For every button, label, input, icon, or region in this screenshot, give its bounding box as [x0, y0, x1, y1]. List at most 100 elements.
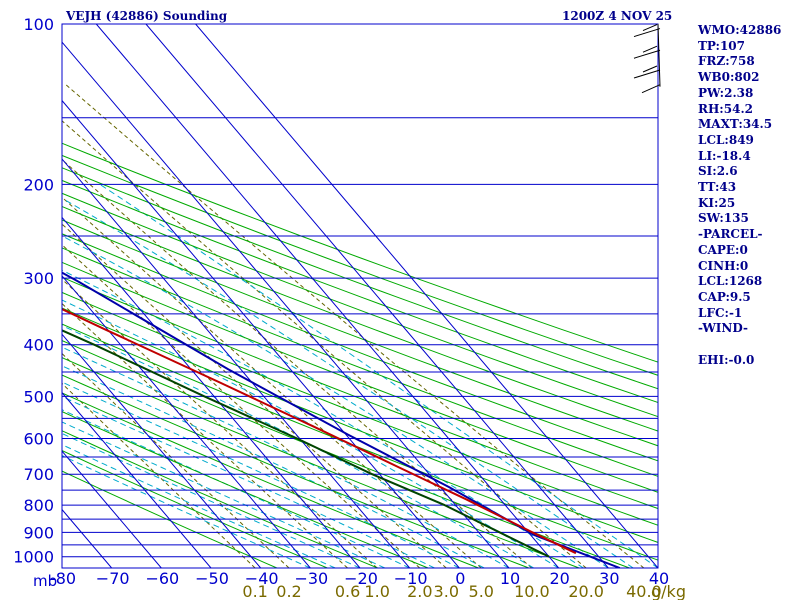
isotherm-line [95, 24, 560, 568]
dry-adiabat-line [62, 167, 658, 390]
wind-barb-feather [642, 45, 658, 53]
isotherm-line [62, 333, 262, 568]
plot-area [0, 24, 658, 568]
mixing-ratio-label: 0.2 [276, 582, 301, 600]
pressure-tick-label: 900 [23, 523, 54, 542]
mixing-ratio-line [62, 120, 587, 568]
isotherm-line [62, 391, 212, 568]
dry-adiabat-line [62, 450, 328, 568]
wind-barb [633, 69, 661, 79]
pressure-tick-label: 500 [23, 387, 54, 406]
stat-item: TT:43 [698, 180, 737, 195]
stat-item: WMO:42886 [698, 23, 782, 37]
temperature-tick-label: −50 [195, 569, 229, 588]
stat-item: FRZ:758 [698, 54, 755, 69]
dry-adiabat-line [62, 374, 529, 568]
dry-adiabat-line [62, 192, 658, 418]
pressure-unit-label: mb [33, 572, 57, 590]
stat-item: PW:2.38 [698, 85, 754, 100]
pressure-tick-label: 600 [23, 430, 54, 449]
mixing-ratio-label: 0.6 [335, 582, 360, 600]
mixing-ratio-line [62, 158, 533, 568]
isotherm-line [195, 24, 658, 568]
temperature-tick-label: −40 [245, 569, 279, 588]
temperature-tick-label: −30 [294, 569, 328, 588]
wind-barb [641, 84, 661, 94]
stat-item: CAP:9.5 [698, 289, 751, 304]
wind-staff-line [657, 23, 661, 87]
sounding-indices: WMO:42886 TP:107 FRZ:758 WB0:802 PW:2.38 RH:5… [698, 23, 781, 368]
temperature-line [62, 308, 577, 555]
mixing-ratio-label: 1.0 [364, 582, 389, 600]
mixing-ratio-label: 40.0 [626, 582, 662, 600]
isotherm-line [62, 275, 311, 568]
isotherm-line [62, 216, 361, 568]
pressure-tick-label: 300 [23, 269, 54, 288]
dry-adiabat-line [62, 357, 580, 568]
moist-adiabat-line [99, 183, 658, 568]
dry-adiabat-line [62, 219, 658, 447]
moist-adiabat-line [62, 444, 336, 568]
dry-adiabat-line [62, 205, 658, 432]
temperature-tick-label: 30 [599, 569, 619, 588]
stat-item: WB0:802 [698, 70, 760, 85]
dry-adiabat-line [62, 142, 658, 363]
wind-barb [633, 49, 661, 59]
mixing-ratio-label: 0.1 [242, 582, 267, 600]
pressure-tick-label: 800 [23, 496, 54, 515]
stat-item: LI:-18.4 [698, 148, 751, 163]
temperature-tick-label: 0 [455, 569, 465, 588]
stat-item: LCL:849 [698, 132, 754, 147]
dry-adiabat-line [62, 247, 658, 477]
stat-item: TP:107 [698, 38, 746, 53]
dry-adiabat-line [62, 154, 658, 376]
stat-item: SW:135 [698, 211, 749, 226]
wind-barb-feather [642, 24, 658, 32]
dry-adiabat-line [62, 410, 429, 568]
mixing-ratio-line [62, 223, 447, 568]
dry-adiabat-line [62, 179, 658, 404]
parcel-line [62, 271, 621, 568]
dry-adiabat-line [62, 470, 278, 568]
mixing-ratio-label: 3.0 [434, 582, 459, 600]
moist-adiabat-line [62, 454, 311, 568]
chart-title: VEJH (42886) Sounding [66, 9, 228, 23]
dry-adiabat-line [62, 307, 658, 543]
mixing-ratio-line [62, 196, 482, 568]
isotherm-line [0, 24, 12, 568]
wind-barb [633, 28, 661, 38]
stat-item: KI:25 [698, 195, 736, 210]
isotherm-line [62, 99, 460, 568]
temperature-tick-label: 20 [549, 569, 569, 588]
pressure-tick-label: 100 [23, 15, 54, 34]
mixing-ratio-line [65, 84, 645, 568]
mixing-ratio-line [62, 382, 256, 568]
temperature-tick-label: −20 [344, 569, 378, 588]
stat-item: RH:54.2 [698, 101, 753, 116]
mixing-ratio-line [62, 302, 348, 568]
moist-adiabat-line [62, 421, 386, 568]
moist-adiabat-line [62, 365, 485, 568]
pressure-tick-label: 400 [23, 336, 54, 355]
dry-adiabat-line [62, 392, 479, 568]
wind-barb-feather [642, 65, 658, 73]
temperature-tick-label: −10 [394, 569, 428, 588]
temperature-tick-label: −60 [145, 569, 179, 588]
pressure-tick-label: 700 [23, 465, 54, 484]
moist-adiabat-line [62, 269, 584, 568]
temperature-tick-label: 40 [649, 569, 669, 588]
stat-item: CINH:0 [698, 258, 749, 273]
moist-adiabat-line [62, 346, 510, 568]
moist-adiabat-line [62, 395, 435, 568]
moist-adiabat-line [62, 197, 634, 568]
stat-item: CAPE:0 [698, 242, 748, 257]
moist-adiabat-line [62, 235, 609, 568]
mixing-ratio-label: 5.0 [469, 582, 494, 600]
pressure-tick-label: 200 [23, 175, 54, 194]
dry-adiabat-line [62, 233, 658, 462]
pressure-tick-label: 1000 [13, 548, 54, 567]
stat-item: -WIND- [698, 321, 748, 336]
temperature-tick-label: −70 [96, 569, 130, 588]
dewpoint-line [62, 329, 550, 558]
dry-adiabat-line [62, 291, 658, 526]
